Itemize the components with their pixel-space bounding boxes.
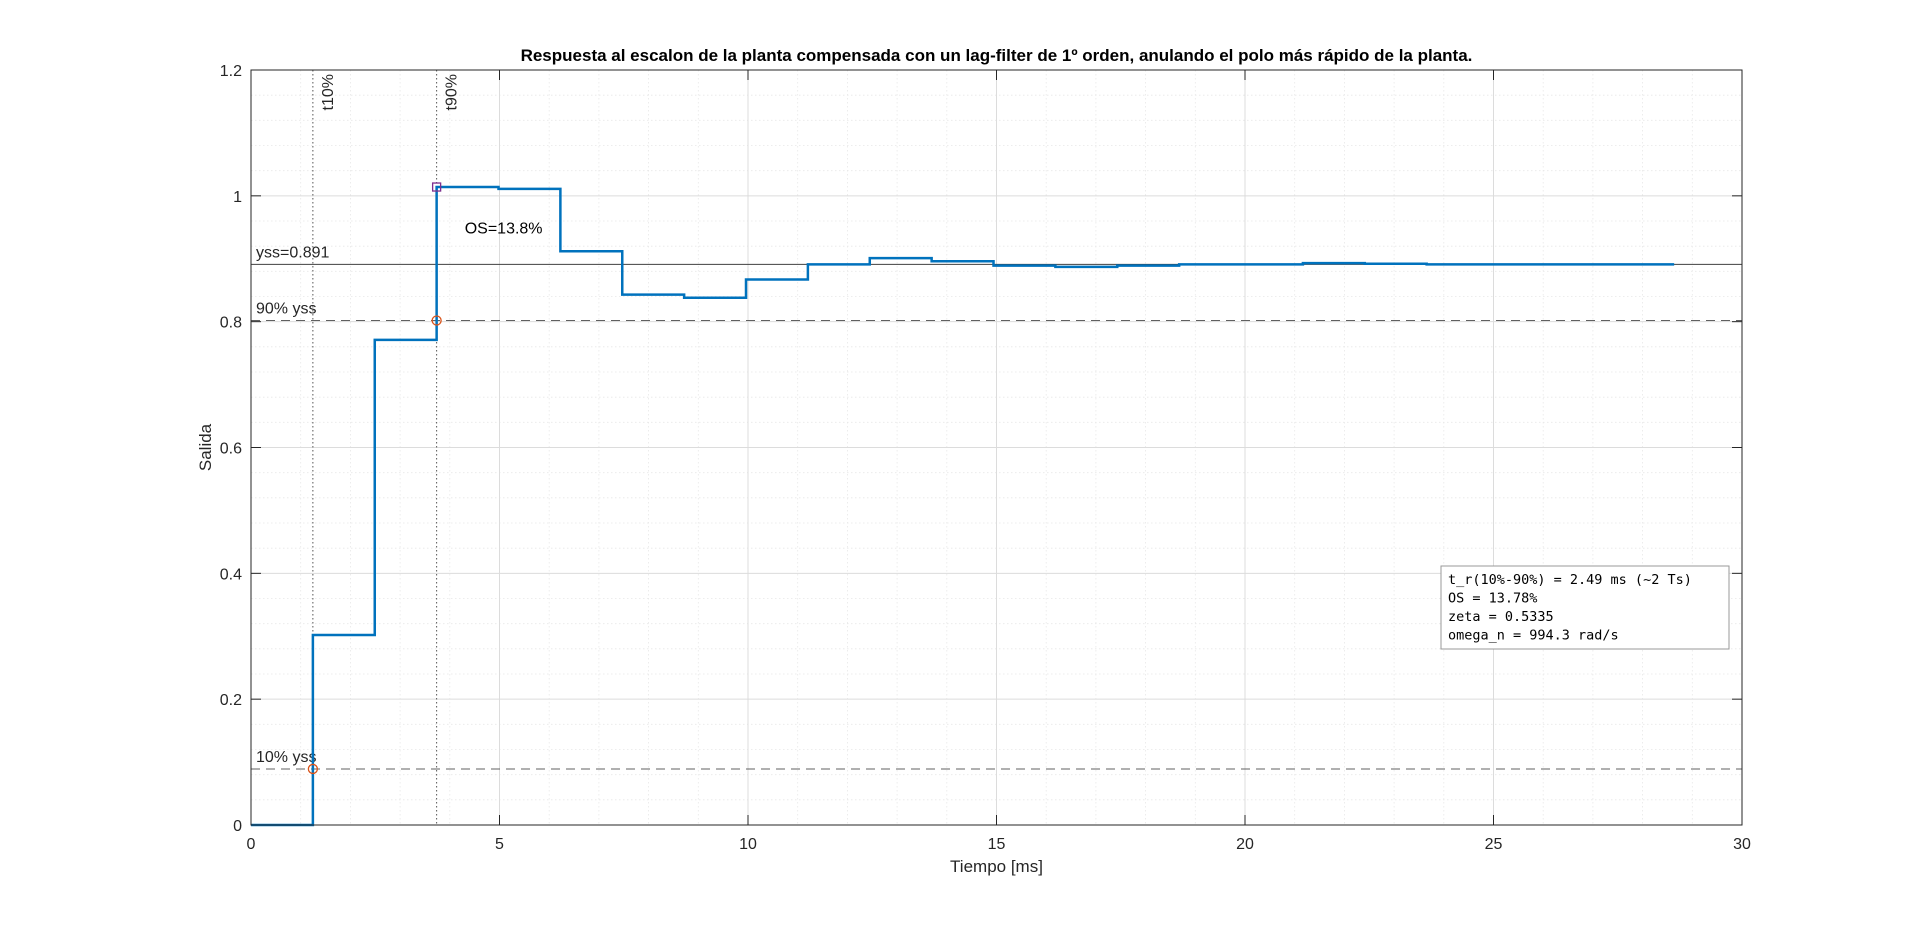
- reference-line-label-0: yss=0.891: [256, 244, 329, 261]
- x-tick-label: 0: [247, 836, 256, 853]
- y-tick-label: 0: [233, 818, 242, 835]
- reference-line-label-2: 10% yss: [256, 749, 316, 766]
- ticks: 0 5 10 15 20 25 30 0 0.2 0.4 0.6 0.8 1 1.2: [220, 63, 1751, 853]
- marker-circle-1: [431, 315, 442, 326]
- info-line-overshoot: OS = 13.78%: [1448, 591, 1537, 607]
- chart-title: Respuesta al escalon de la planta compen…: [521, 46, 1473, 65]
- y-tick-label: 0.8: [220, 315, 242, 332]
- y-tick-label: 0.6: [220, 441, 242, 458]
- reference-line-label-1: 90% yss: [256, 300, 316, 317]
- y-tick-label: 1: [233, 189, 242, 206]
- labels: Respuesta al escalon de la planta compen…: [196, 46, 1472, 876]
- x-tick-label: 15: [988, 836, 1006, 853]
- x-axis-label: Tiempo [ms]: [950, 857, 1043, 876]
- y-tick-label: 0.2: [220, 692, 242, 709]
- info-line-rise-time: t_r(10%-90%) = 2.49 ms (~2 Ts): [1448, 572, 1692, 588]
- grid: [251, 70, 1742, 825]
- series-layer: [251, 185, 1675, 827]
- annotation-overshoot: OS=13.8%: [465, 220, 543, 237]
- y-tick-label: 0.4: [220, 566, 242, 583]
- y-axis-label: Salida: [196, 423, 215, 471]
- x-tick-label: 25: [1485, 836, 1503, 853]
- info-line-omega-n: omega_n = 994.3 rad/s: [1448, 628, 1619, 644]
- x-tick-label: 10: [739, 836, 757, 853]
- vertical-line-label-t10: t10%: [320, 74, 337, 110]
- markers: [307, 182, 442, 775]
- marker-circle-0: [307, 763, 319, 775]
- x-tick-label: 30: [1733, 836, 1751, 853]
- marker-square-2: [431, 182, 442, 192]
- info-line-zeta: zeta = 0.5335: [1448, 609, 1554, 625]
- info-box-frame: [1440, 565, 1730, 650]
- info-box: t_r(10%-90%) = 2.49 ms (~2 Ts) OS = 13.7…: [1440, 565, 1730, 650]
- x-tick-label: 20: [1236, 836, 1254, 853]
- y-tick-label: 1.2: [220, 63, 242, 80]
- x-tick-label: 5: [495, 836, 504, 853]
- step-response-series: [251, 185, 1675, 827]
- vertical-line-label-t90: t90%: [444, 74, 461, 110]
